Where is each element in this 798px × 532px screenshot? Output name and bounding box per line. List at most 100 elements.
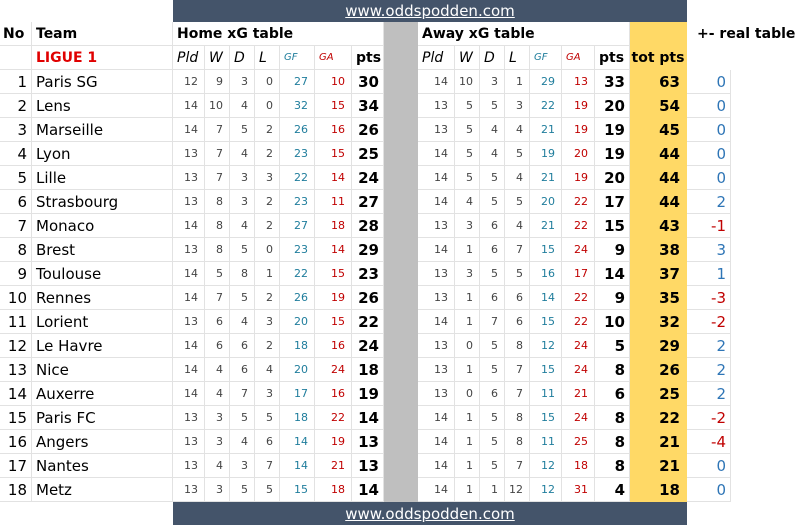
cell: 5 xyxy=(230,118,255,142)
cell: 5 xyxy=(480,454,505,478)
cell: 13 xyxy=(173,190,205,214)
cell: 5 xyxy=(595,334,630,358)
cell: 8 xyxy=(595,358,630,382)
cell: 1 xyxy=(255,262,280,286)
cell: 37 xyxy=(630,262,687,286)
cell: -4 xyxy=(687,430,731,454)
team-name: Nice xyxy=(32,358,173,382)
cell: 5 xyxy=(480,334,505,358)
cell: 32 xyxy=(630,310,687,334)
cell: 26 xyxy=(352,286,384,310)
cell: 20 xyxy=(280,310,315,334)
cell: 44 xyxy=(630,166,687,190)
cell: 22 xyxy=(562,286,595,310)
cell: 22 xyxy=(562,310,595,334)
cell: 6 xyxy=(480,214,505,238)
cell: 3 xyxy=(230,454,255,478)
cell: 22 xyxy=(280,262,315,286)
cell: 27 xyxy=(280,214,315,238)
cell: 14 xyxy=(418,238,455,262)
cell: 3 xyxy=(255,166,280,190)
cell: 13 xyxy=(418,262,455,286)
cell: 1 xyxy=(0,70,32,94)
cell: 30 xyxy=(352,70,384,94)
total-header-bg xyxy=(630,22,687,46)
cell: 6 xyxy=(230,334,255,358)
cell: 14 xyxy=(418,70,455,94)
cell: 10 xyxy=(595,310,630,334)
cell: 5 xyxy=(505,190,530,214)
cell: 32 xyxy=(280,94,315,118)
site-banner: www.oddspodden.com xyxy=(173,502,687,525)
cell: 6 xyxy=(0,190,32,214)
cell: 33 xyxy=(595,70,630,94)
cell: 15 xyxy=(595,214,630,238)
cell: 24 xyxy=(562,238,595,262)
cell: 6 xyxy=(505,310,530,334)
cell: 6 xyxy=(205,310,230,334)
cell: 4 xyxy=(505,166,530,190)
cell: 14 xyxy=(173,286,205,310)
cell: 21 xyxy=(630,430,687,454)
cell: 29 xyxy=(352,238,384,262)
cell: 1 xyxy=(505,70,530,94)
cell: 23 xyxy=(280,142,315,166)
cell: 1 xyxy=(455,286,480,310)
cell: 2 xyxy=(255,334,280,358)
cell: 0 xyxy=(687,166,731,190)
cell: 9 xyxy=(595,286,630,310)
cell: 4 xyxy=(505,214,530,238)
cell: 14 xyxy=(595,262,630,286)
cell: 3 xyxy=(255,382,280,406)
cell: -1 xyxy=(687,214,731,238)
cell: 20 xyxy=(562,142,595,166)
cell: 14 xyxy=(418,430,455,454)
cell: 13 xyxy=(418,214,455,238)
cell: 2 xyxy=(255,286,280,310)
cell: 1 xyxy=(455,454,480,478)
cell: 11 xyxy=(315,190,352,214)
cell: -3 xyxy=(687,286,731,310)
cell: 19 xyxy=(562,118,595,142)
cell: 4 xyxy=(255,358,280,382)
cell: 31 xyxy=(562,478,595,502)
cell: 22 xyxy=(530,94,562,118)
cell: 2 xyxy=(687,358,731,382)
cell: 0 xyxy=(687,94,731,118)
cell: 0 xyxy=(455,334,480,358)
cell: 11 xyxy=(530,382,562,406)
site-banner: www.oddspodden.com xyxy=(173,0,687,22)
cell: 5 xyxy=(455,118,480,142)
cell: 14 xyxy=(418,454,455,478)
cell: 14 xyxy=(173,118,205,142)
cell: 16 xyxy=(315,118,352,142)
cell: 21 xyxy=(530,214,562,238)
cell: 14 xyxy=(173,358,205,382)
cell: 19 xyxy=(595,142,630,166)
cell: 7 xyxy=(205,118,230,142)
team-name: Strasbourg xyxy=(32,190,173,214)
cell: 6 xyxy=(595,382,630,406)
cell: 5 xyxy=(230,478,255,502)
column-header: GF xyxy=(280,46,315,70)
cell: 14 xyxy=(352,478,384,502)
cell: 1 xyxy=(455,406,480,430)
team-name: Angers xyxy=(32,430,173,454)
cell: 12 xyxy=(0,334,32,358)
cell: 24 xyxy=(562,406,595,430)
cell: 4 xyxy=(230,430,255,454)
cell: 21 xyxy=(630,454,687,478)
cell: 13 xyxy=(173,478,205,502)
cell: 4 xyxy=(205,454,230,478)
team-name: Marseille xyxy=(32,118,173,142)
cell: 24 xyxy=(315,358,352,382)
cell: 7 xyxy=(505,358,530,382)
cell: 18 xyxy=(315,214,352,238)
cell: 34 xyxy=(352,94,384,118)
cell: 14 xyxy=(0,382,32,406)
cell: 6 xyxy=(480,286,505,310)
cell: 2 xyxy=(687,334,731,358)
cell: 9 xyxy=(595,238,630,262)
header-away: Away xG table xyxy=(418,22,630,46)
cell: 7 xyxy=(255,454,280,478)
